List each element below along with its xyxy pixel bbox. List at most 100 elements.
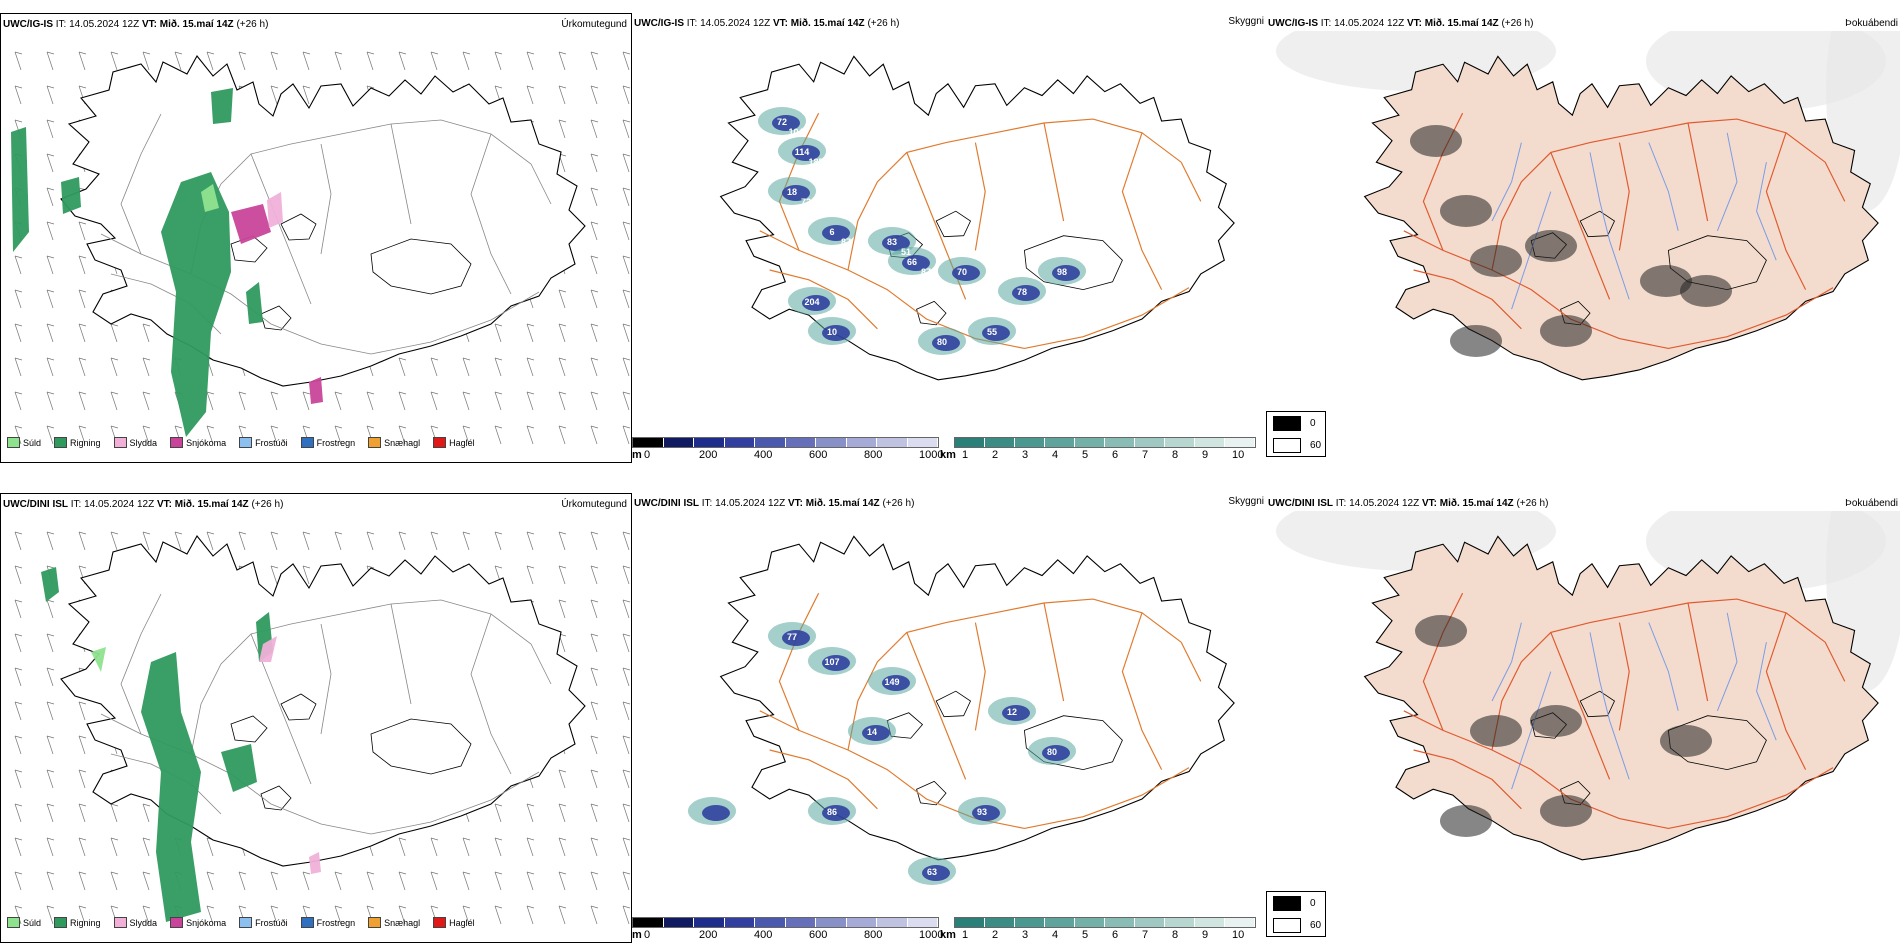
wind-barb xyxy=(462,391,471,395)
wind-barb xyxy=(14,871,22,891)
visibility-scale: m 0 200 400 600 800 1000 km 1 2 3 4 5 6 7 8 9 10 xyxy=(632,435,1266,463)
wind-barb xyxy=(590,221,598,241)
wind-barb xyxy=(398,871,406,891)
visibility-area xyxy=(982,325,1010,341)
legend-label: Frostúði xyxy=(255,917,288,928)
scale-tick: 10 xyxy=(1232,929,1245,941)
wind-barb xyxy=(558,119,566,139)
wind-barb xyxy=(110,323,118,343)
fog-index-area xyxy=(1440,195,1492,227)
wind-barb xyxy=(590,667,598,687)
wind-barb xyxy=(46,701,54,721)
wind-barb xyxy=(590,289,598,309)
wind-barb xyxy=(110,531,119,535)
precip-area xyxy=(91,647,106,672)
wind-barb xyxy=(270,905,279,909)
wind-barb xyxy=(270,425,278,445)
wind-barb xyxy=(270,391,278,411)
glacier-outline xyxy=(935,210,972,238)
visibility-area xyxy=(932,335,960,351)
wind-barb xyxy=(622,255,631,259)
legend-label: Súld xyxy=(23,437,42,448)
fog-legend-swatch xyxy=(1273,895,1301,911)
visibility-value-label: 66 xyxy=(907,257,917,267)
wind-barb xyxy=(334,905,343,909)
visibility-area xyxy=(702,805,730,821)
precip-type-legend: Súld Rigning Slydda Snjókoma Frostúði Frostre… xyxy=(7,437,484,448)
visibility-value-label: 72 xyxy=(801,197,811,207)
wind-barb xyxy=(398,391,406,411)
wind-barb xyxy=(526,565,534,585)
scale-tick: 3 xyxy=(1022,449,1029,461)
wind-barb xyxy=(590,51,599,55)
wind-barb xyxy=(494,51,503,55)
precip-area xyxy=(267,192,283,228)
wind-barb xyxy=(558,531,567,535)
visibility-value-label: 107 xyxy=(824,657,839,667)
visibility-value-label: 18 xyxy=(787,187,797,197)
legend-swatch xyxy=(368,437,382,448)
wind-barb xyxy=(622,837,630,857)
scale-tick: 1 xyxy=(962,929,969,941)
wind-barb xyxy=(622,357,631,361)
scale-tick: 1 xyxy=(962,449,969,461)
wind-barb xyxy=(238,391,246,411)
glacier-outline xyxy=(1579,690,1616,718)
wind-barb xyxy=(590,769,598,789)
visibility-value-label: 83 xyxy=(887,237,897,247)
scale-swatch xyxy=(1165,918,1195,927)
precip-area xyxy=(11,127,29,252)
wind-barb xyxy=(46,769,54,789)
wind-barb xyxy=(78,871,87,875)
legend-swatch xyxy=(7,917,20,928)
wind-barb xyxy=(142,51,151,55)
panel-header: UWC/IG-IS IT: 14.05.2024 12Z VT: Mið. 15… xyxy=(634,18,900,29)
visibility-value-label: 204 xyxy=(804,297,819,307)
wind-barb xyxy=(110,323,119,327)
fog-legend-item: 0 xyxy=(1267,892,1325,914)
wind-barb xyxy=(558,289,567,293)
wind-barb xyxy=(238,531,247,535)
visibility-area xyxy=(1012,285,1040,301)
wind-barb xyxy=(46,289,55,293)
wind-barb xyxy=(78,871,86,891)
scale-swatch xyxy=(724,918,755,927)
wind-barb xyxy=(110,51,118,71)
wind-barb xyxy=(558,323,566,343)
wind-barb xyxy=(622,187,631,191)
legend-label: Slydda xyxy=(129,437,158,448)
precip-area xyxy=(221,744,257,792)
visibility-area xyxy=(862,725,890,741)
wind-barb xyxy=(398,871,407,875)
wind-barb xyxy=(462,905,470,925)
visibility-scale-m xyxy=(632,437,939,448)
panel-header: UWC/IG-IS IT: 14.05.2024 12Z VT: Mið. 15… xyxy=(3,19,269,30)
precip-panel-top: UWC/IG-IS IT: 14.05.2024 12Z VT: Mið. 15… xyxy=(0,13,632,463)
wind-barb xyxy=(366,425,375,429)
legend-swatch xyxy=(300,437,314,448)
wind-barb xyxy=(590,565,599,569)
wind-barb xyxy=(622,221,631,225)
fog-index-areas xyxy=(1415,615,1712,837)
wind-barb xyxy=(622,565,631,569)
iceland-map xyxy=(11,51,631,445)
wind-barb xyxy=(238,391,247,395)
wind-barb xyxy=(270,531,279,535)
wind-barb xyxy=(142,837,150,857)
legend-label: Rigning xyxy=(70,437,101,448)
wind-barb xyxy=(590,701,598,721)
scale-tick: 8 xyxy=(1172,449,1179,461)
wind-barb xyxy=(398,51,407,55)
wind-barb xyxy=(78,391,86,411)
wind-barb xyxy=(558,51,566,71)
visibility-area xyxy=(952,265,980,281)
scale-swatch xyxy=(663,438,694,447)
wind-barb xyxy=(14,425,22,445)
wind-barb xyxy=(46,565,55,569)
road xyxy=(974,622,986,731)
wind-barb xyxy=(622,633,631,637)
wind-barb xyxy=(494,357,503,361)
wind-barb xyxy=(46,119,55,123)
wind-barb xyxy=(14,391,22,411)
wind-barb xyxy=(270,51,279,55)
